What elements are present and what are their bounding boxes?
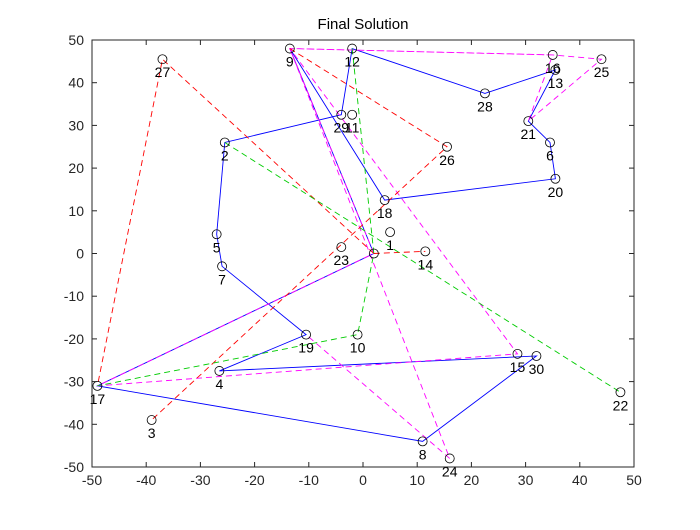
node-marker-14 [420,246,431,257]
labels-layer: 1234567891011121314151617181920212223242… [90,54,629,480]
x-tick-label: -10 [299,472,319,488]
node-marker-6 [545,137,555,148]
node-label-28: 28 [477,98,493,114]
node-label-30: 30 [529,361,545,377]
node-label-3: 3 [148,425,156,441]
node-label-5: 5 [213,239,221,255]
node-marker-18 [379,195,390,206]
x-tick-label: 50 [626,472,642,488]
node-marker-4 [214,366,225,376]
node-label-15: 15 [510,359,526,375]
node-marker-2 [219,137,230,148]
depot-marker [368,248,379,259]
node-marker-24 [444,453,455,464]
node-marker-30 [531,351,542,361]
route-line-5 [151,48,448,421]
node-label-12: 12 [344,54,360,70]
node-label-26: 26 [439,152,455,168]
node-label-13: 13 [548,75,564,91]
x-tick-label: 20 [464,472,480,488]
node-label-4: 4 [215,376,223,392]
node-marker-17 [92,380,103,391]
node-label-7: 7 [218,271,226,287]
node-marker-1 [385,227,396,238]
x-tick-label: 10 [409,472,425,488]
node-label-16: 16 [545,60,561,76]
node-label-27: 27 [155,64,171,80]
node-label-24: 24 [442,463,458,479]
node-marker-3 [146,415,157,425]
node-label-8: 8 [419,446,427,462]
y-tick-label: 20 [68,160,84,176]
y-tick-label: -40 [64,416,84,432]
x-tick-label: -50 [82,472,102,488]
node-label-1: 1 [386,237,394,253]
node-marker-15 [512,348,523,359]
node-label-10: 10 [350,340,366,356]
node-marker-19 [301,329,311,340]
y-tick-label: -10 [64,288,84,304]
x-tick-label: 40 [572,472,588,488]
x-tick-label: -40 [136,472,156,488]
node-marker-26 [442,141,452,152]
route-line-8 [97,48,375,387]
route-line-2 [97,48,603,387]
y-tick-label: -50 [64,459,84,475]
node-marker-12 [347,43,358,54]
node-marker-28 [480,88,490,99]
node-marker-11 [347,109,358,120]
y-tick-label: -30 [64,374,84,390]
points-layer [92,43,626,464]
node-label-22: 22 [613,397,629,413]
y-tick-label: 50 [68,32,84,48]
node-label-29: 29 [334,120,350,136]
node-label-23: 23 [334,252,350,268]
node-marker-10 [352,329,363,340]
node-marker-22 [615,387,626,398]
x-tick-label: 0 [359,472,367,488]
route-line-7 [224,142,621,393]
route-line-6 [373,250,426,254]
y-tick-label: 0 [76,246,84,262]
node-marker-29 [336,109,347,120]
x-tick-label: -30 [190,472,210,488]
routes-layer [95,47,621,459]
y-tick-label: 10 [68,203,84,219]
y-tick-label: -20 [64,331,84,347]
node-label-25: 25 [594,64,610,80]
node-label-9: 9 [286,54,294,70]
node-marker-25 [596,54,607,65]
node-marker-8 [417,436,428,447]
node-label-19: 19 [298,340,314,356]
node-label-20: 20 [548,184,564,200]
node-label-18: 18 [377,205,393,221]
node-label-21: 21 [521,126,537,142]
node-marker-27 [157,54,168,65]
x-axis-ticks: -50 -40 -30 -20 -10 0 10 20 30 40 50 [82,40,642,488]
node-marker-13 [550,64,561,75]
node-marker-16 [547,50,558,60]
y-tick-label: 30 [68,117,84,133]
node-label-6: 6 [546,147,554,163]
node-label-11: 11 [345,120,360,136]
route-line-1 [95,47,557,442]
node-marker-20 [550,173,561,184]
node-marker-5 [211,229,222,240]
node-marker-9 [284,43,295,54]
node-label-2: 2 [221,147,229,163]
chart-title: Final Solution [318,16,409,33]
node-label-17: 17 [90,391,106,407]
y-tick-label: 40 [68,75,84,91]
x-tick-label: 30 [518,472,534,488]
route-line-4 [96,58,375,386]
node-label-14: 14 [418,256,434,272]
x-tick-label: -20 [244,472,264,488]
node-marker-23 [336,242,347,252]
node-marker-21 [523,116,534,127]
y-axis-ticks: -50 -40 -30 -20 -10 0 10 20 30 40 50 [64,32,634,475]
node-marker-7 [217,261,227,272]
